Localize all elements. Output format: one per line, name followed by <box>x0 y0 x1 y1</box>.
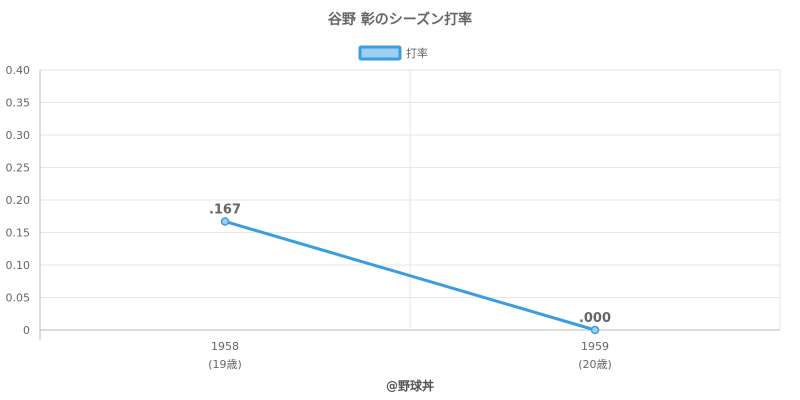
x-tick-sublabel: (19歳) <box>208 358 242 371</box>
chart-title: 谷野 彰のシーズン打率 <box>328 11 472 28</box>
data-label: .167 <box>209 202 241 217</box>
series-line <box>224 220 596 332</box>
y-tick-label: 0.35 <box>6 97 31 110</box>
x-axis-ticks: 1958 (19歳) 1959 (20歳) <box>208 340 612 371</box>
y-tick-label: 0.05 <box>6 292 31 305</box>
y-axis-ticks: 0 0.05 0.10 0.15 0.20 0.25 0.30 0.35 0.40 <box>6 64 31 337</box>
y-tick-label: 0 <box>23 324 30 337</box>
series-batting-average: .167 .000 <box>209 202 611 335</box>
y-tick-label: 0.20 <box>6 194 31 207</box>
credit-label: @野球丼 <box>386 378 434 393</box>
legend-label: 打率 <box>406 46 428 60</box>
y-tick-label: 0.30 <box>6 129 31 142</box>
y-tick-label: 0.15 <box>6 227 31 240</box>
data-point[interactable] <box>590 325 600 335</box>
grid <box>39 69 781 340</box>
legend-swatch <box>358 45 402 61</box>
x-tick-label: 1958 <box>211 340 239 353</box>
y-tick-label: 0.40 <box>6 64 31 77</box>
legend[interactable]: 打率 <box>358 45 428 61</box>
y-tick-label: 0.10 <box>6 259 31 272</box>
y-tick-label: 0.25 <box>6 162 31 175</box>
data-label: .000 <box>579 311 611 326</box>
x-tick-label: 1959 <box>581 340 609 353</box>
x-tick-sublabel: (20歳) <box>578 358 612 371</box>
data-point[interactable] <box>220 217 230 226</box>
